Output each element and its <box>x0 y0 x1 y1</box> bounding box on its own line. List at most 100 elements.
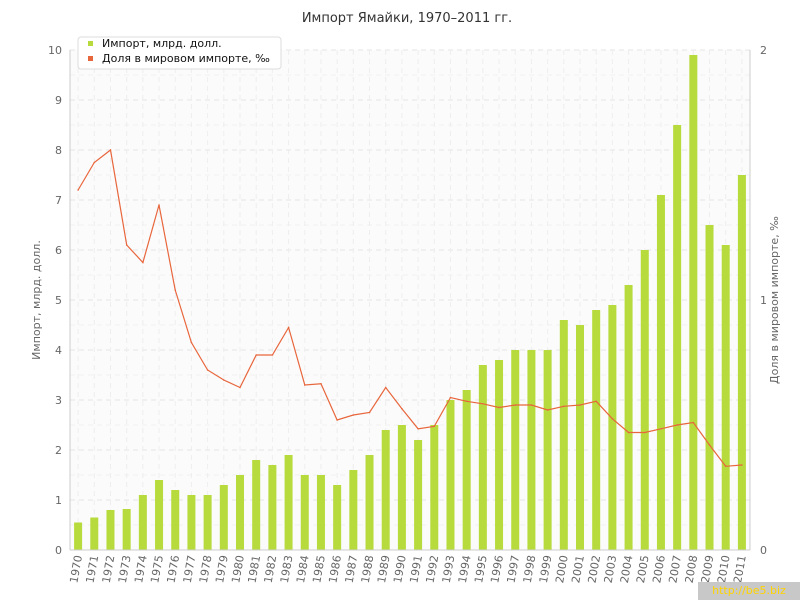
bar-1991[interactable] <box>414 440 423 550</box>
y-tick-left: 0 <box>55 544 62 557</box>
bar-2009[interactable] <box>705 225 714 550</box>
bar-2000[interactable] <box>559 320 568 550</box>
x-tick-1981: 1981 <box>245 554 263 584</box>
bar-1978[interactable] <box>203 495 212 550</box>
line-point-1971 <box>93 161 96 164</box>
line-point-1993 <box>449 396 452 399</box>
line-share[interactable] <box>77 148 742 467</box>
x-tick-1980: 1980 <box>229 554 247 584</box>
x-tick-2006: 2006 <box>650 554 668 584</box>
line-point-1979 <box>223 379 225 381</box>
bar-1970[interactable] <box>74 522 83 551</box>
bar-1981[interactable] <box>252 460 261 550</box>
plot-background <box>70 50 750 550</box>
watermark[interactable]: http://be5.biz <box>698 582 800 600</box>
bar-1985[interactable] <box>316 475 325 550</box>
x-tick-1987: 1987 <box>343 554 361 584</box>
x-tick-1992: 1992 <box>424 554 442 584</box>
legend-swatch-bar <box>88 41 93 46</box>
legend[interactable]: Импорт, млрд. долл. Доля в мировом импор… <box>77 36 282 70</box>
bar-2002[interactable] <box>592 310 601 550</box>
y-tick-left: 4 <box>55 344 62 357</box>
line-point-2010 <box>724 465 727 468</box>
y-tick-left: 2 <box>55 444 62 457</box>
line-series <box>77 148 743 468</box>
line-point-1974 <box>142 261 144 264</box>
bar-2010[interactable] <box>721 245 730 550</box>
line-point-2008 <box>692 421 695 424</box>
bar-1972[interactable] <box>106 510 115 550</box>
line-point-1987 <box>352 414 355 416</box>
x-tick-1994: 1994 <box>456 554 474 584</box>
bar-1976[interactable] <box>171 490 180 550</box>
x-tick-1973: 1973 <box>116 554 134 584</box>
bar-2005[interactable] <box>640 250 649 550</box>
bar-1982[interactable] <box>268 465 277 550</box>
x-tick-2004: 2004 <box>618 554 636 584</box>
bar-1996[interactable] <box>495 360 504 550</box>
bar-1993[interactable] <box>446 400 455 550</box>
bar-2006[interactable] <box>656 195 665 550</box>
bar-2004[interactable] <box>624 285 633 550</box>
line-point-2002 <box>595 400 597 403</box>
bar-1988[interactable] <box>365 455 374 550</box>
bar-1990[interactable] <box>397 425 406 550</box>
line-point-1984 <box>303 384 306 386</box>
line-point-1995 <box>482 402 484 405</box>
legend-entry-bar[interactable]: Импорт, млрд. долл. <box>102 37 222 50</box>
bar-1999[interactable] <box>543 350 552 550</box>
legend-box <box>77 36 282 70</box>
bar-1987[interactable] <box>349 470 358 550</box>
x-tick-1989: 1989 <box>375 554 393 584</box>
line-point-2000 <box>563 405 565 408</box>
bar-1984[interactable] <box>300 475 309 550</box>
x-tick-2010: 2010 <box>715 554 733 584</box>
bar-1994[interactable] <box>462 390 471 550</box>
y-tick-left: 8 <box>55 144 62 157</box>
line-point-2001 <box>579 404 581 406</box>
x-tick-1985: 1985 <box>310 554 328 584</box>
line-point-1990 <box>401 407 403 410</box>
bar-2008[interactable] <box>689 55 698 550</box>
y-tick-left: 10 <box>48 44 62 57</box>
y-tick-right: 1 <box>760 294 767 307</box>
x-ticks: 1970197119721973197419751976197719781979… <box>67 554 748 584</box>
x-tick-1982: 1982 <box>262 554 280 584</box>
line-point-1980 <box>239 386 241 389</box>
bar-1995[interactable] <box>478 365 487 550</box>
line-point-2005 <box>643 431 646 434</box>
line-point-1977 <box>190 341 193 344</box>
bar-2003[interactable] <box>608 305 617 550</box>
bar-1975[interactable] <box>155 480 164 550</box>
line-point-2004 <box>627 431 630 434</box>
bar-1971[interactable] <box>90 517 99 551</box>
bar-2007[interactable] <box>673 125 682 550</box>
bar-1983[interactable] <box>284 455 293 550</box>
bar-1997[interactable] <box>511 350 520 550</box>
x-tick-1979: 1979 <box>213 554 231 584</box>
line-point-1986 <box>336 419 338 421</box>
x-tick-1978: 1978 <box>197 554 215 584</box>
x-tick-1991: 1991 <box>407 554 425 584</box>
x-tick-1996: 1996 <box>488 554 506 584</box>
x-tick-1975: 1975 <box>148 554 166 584</box>
bar-1989[interactable] <box>381 430 390 550</box>
bar-1992[interactable] <box>430 425 439 550</box>
bar-1974[interactable] <box>138 495 147 550</box>
bar-1979[interactable] <box>219 485 228 550</box>
line-point-1991 <box>417 427 419 430</box>
bar-2001[interactable] <box>576 325 584 550</box>
bar-1998[interactable] <box>527 350 536 550</box>
x-tick-1999: 1999 <box>537 554 555 584</box>
y-tick-left: 3 <box>55 394 62 407</box>
bar-2011[interactable] <box>737 175 746 550</box>
bar-1973[interactable] <box>122 509 131 550</box>
y-tick-left: 5 <box>55 294 62 307</box>
bar-1986[interactable] <box>333 485 342 550</box>
bar-1980[interactable] <box>236 475 244 550</box>
legend-entry-line[interactable]: Доля в мировом импорте, ‰ <box>102 52 270 65</box>
line-point-1998 <box>530 404 533 406</box>
line-point-1976 <box>174 289 177 291</box>
bar-1977[interactable] <box>187 495 196 550</box>
x-tick-1983: 1983 <box>278 554 296 584</box>
